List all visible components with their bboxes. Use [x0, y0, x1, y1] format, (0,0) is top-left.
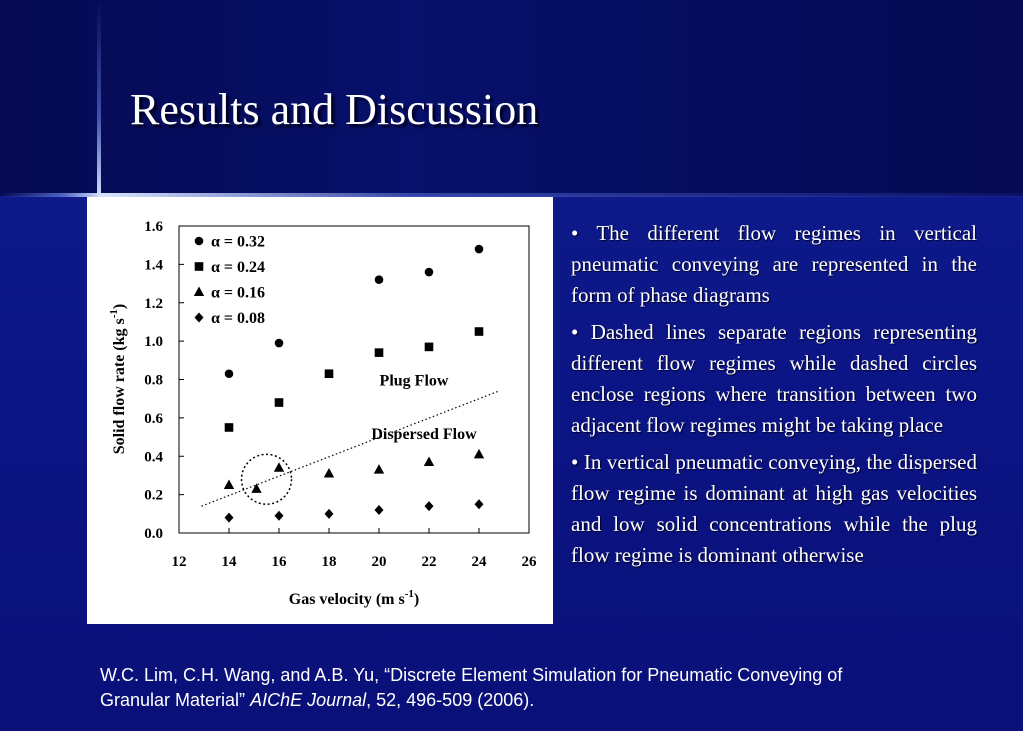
y-tick-label: 0.6: [144, 411, 163, 427]
data-point-square: [424, 342, 434, 352]
data-point-square: [274, 398, 284, 407]
legend-label: α = 0.08: [211, 310, 265, 327]
data-point-diamond: [224, 512, 234, 523]
citation-details: , 52, 496-509 (2006).: [366, 690, 535, 710]
x-tick-label: 26: [522, 554, 538, 570]
legend-marker-triangle: [193, 286, 205, 296]
bullet-list: • The different flow regimes in vertical…: [571, 218, 977, 577]
data-marks: [223, 244, 485, 523]
data-point-square: [324, 369, 334, 379]
x-tick-label: 12: [172, 554, 187, 570]
x-tick-label: 14: [222, 554, 238, 570]
bullet-text: The different flow regimes in vertical p…: [571, 221, 978, 307]
data-point-circle: [224, 369, 234, 379]
x-tick-label: 18: [322, 554, 337, 570]
data-point-diamond: [374, 504, 384, 515]
data-point-triangle: [473, 448, 485, 459]
y-tick-label: 1.4: [144, 257, 163, 273]
legend-label: α = 0.16: [211, 285, 265, 302]
data-point-triangle: [223, 479, 235, 490]
citation: W.C. Lim, C.H. Wang, and A.B. Yu, “Discr…: [100, 663, 900, 713]
x-tick-label: 16: [272, 554, 288, 570]
data-point-triangle: [251, 483, 262, 493]
legend-marker-square: [194, 262, 204, 271]
region-label: Plug Flow: [380, 372, 449, 389]
data-point-circle: [424, 267, 434, 277]
region-label: Dispersed Flow: [371, 426, 477, 443]
transition-region: [240, 453, 293, 505]
legend-label: α = 0.24: [211, 259, 265, 276]
y-tick-label: 1.0: [144, 334, 163, 350]
decorative-horizontal-glow: [0, 193, 1023, 197]
data-point-square: [374, 348, 384, 357]
bullet-marker: •: [571, 450, 579, 474]
bullet-item: • Dashed lines separate regions represen…: [571, 317, 977, 441]
y-axis-label: Solid flow rate (kg s-1): [108, 304, 128, 455]
bullet-marker: •: [571, 221, 579, 245]
data-point-triangle: [423, 456, 435, 467]
data-point-circle: [474, 244, 484, 254]
bullet-text: Dashed lines separate regions representi…: [571, 320, 977, 437]
regime-boundary: [201, 390, 500, 507]
chart-panel: 0.0 0.2 0.4 0.6 0.8 1.0 1.2 1.4 1.6 12 14 16 18 20 22…: [87, 197, 553, 624]
bullet-item: • The different flow regimes in vertical…: [571, 218, 977, 311]
chart-legend: α = 0.32 α = 0.24 α = 0.16 α = 0.08: [193, 234, 265, 327]
y-axis-ticks: 0.0 0.2 0.4 0.6 0.8 1.0 1.2 1.4 1.6: [144, 219, 184, 542]
x-tick-label: 22: [422, 554, 437, 570]
y-tick-label: 1.2: [144, 296, 163, 312]
legend-marker-diamond: [194, 312, 204, 323]
phase-diagram-chart: 0.0 0.2 0.4 0.6 0.8 1.0 1.2 1.4 1.6 12 14 16 18 20 22…: [108, 219, 538, 608]
y-tick-label: 0.2: [144, 488, 163, 504]
data-point-square: [224, 423, 234, 432]
data-point-diamond: [474, 499, 484, 510]
citation-authors-title: W.C. Lim, C.H. Wang, and A.B. Yu, “Discr…: [100, 665, 843, 710]
bullet-item: • In vertical pneumatic conveying, the d…: [571, 447, 977, 571]
y-tick-label: 0.8: [144, 373, 163, 389]
data-point-diamond: [274, 510, 284, 521]
slide-title: Results and Discussion: [130, 85, 539, 134]
y-tick-label: 1.6: [144, 219, 163, 235]
data-point-triangle: [273, 462, 285, 472]
data-point-diamond: [324, 508, 334, 519]
boundary-dotted-line: [201, 390, 500, 507]
title-background: [0, 0, 1023, 196]
y-tick-label: 0.0: [144, 526, 163, 542]
y-tick-label: 0.4: [144, 449, 163, 465]
data-point-circle: [374, 275, 384, 285]
legend-marker-circle: [194, 236, 204, 246]
data-point-triangle: [373, 464, 385, 474]
data-point-square: [474, 327, 484, 336]
citation-journal: AIChE Journal: [250, 690, 367, 710]
x-tick-label: 24: [472, 554, 488, 570]
chart-annotations: Plug Flow Dispersed Flow: [371, 372, 477, 443]
bullet-text: In vertical pneumatic conveying, the dis…: [571, 450, 978, 567]
decorative-vertical-glow: [97, 0, 101, 196]
x-tick-label: 20: [372, 554, 387, 570]
data-point-diamond: [424, 501, 434, 512]
transition-dashed-circle: [240, 453, 293, 505]
data-point-triangle: [323, 468, 335, 478]
bullet-marker: •: [571, 320, 579, 344]
data-point-circle: [274, 338, 284, 348]
x-axis-ticks: 12 14 16 18 20 22 24 26: [172, 528, 538, 570]
x-axis-label: Gas velocity (m s-1): [289, 588, 419, 608]
legend-label: α = 0.32: [211, 234, 265, 251]
